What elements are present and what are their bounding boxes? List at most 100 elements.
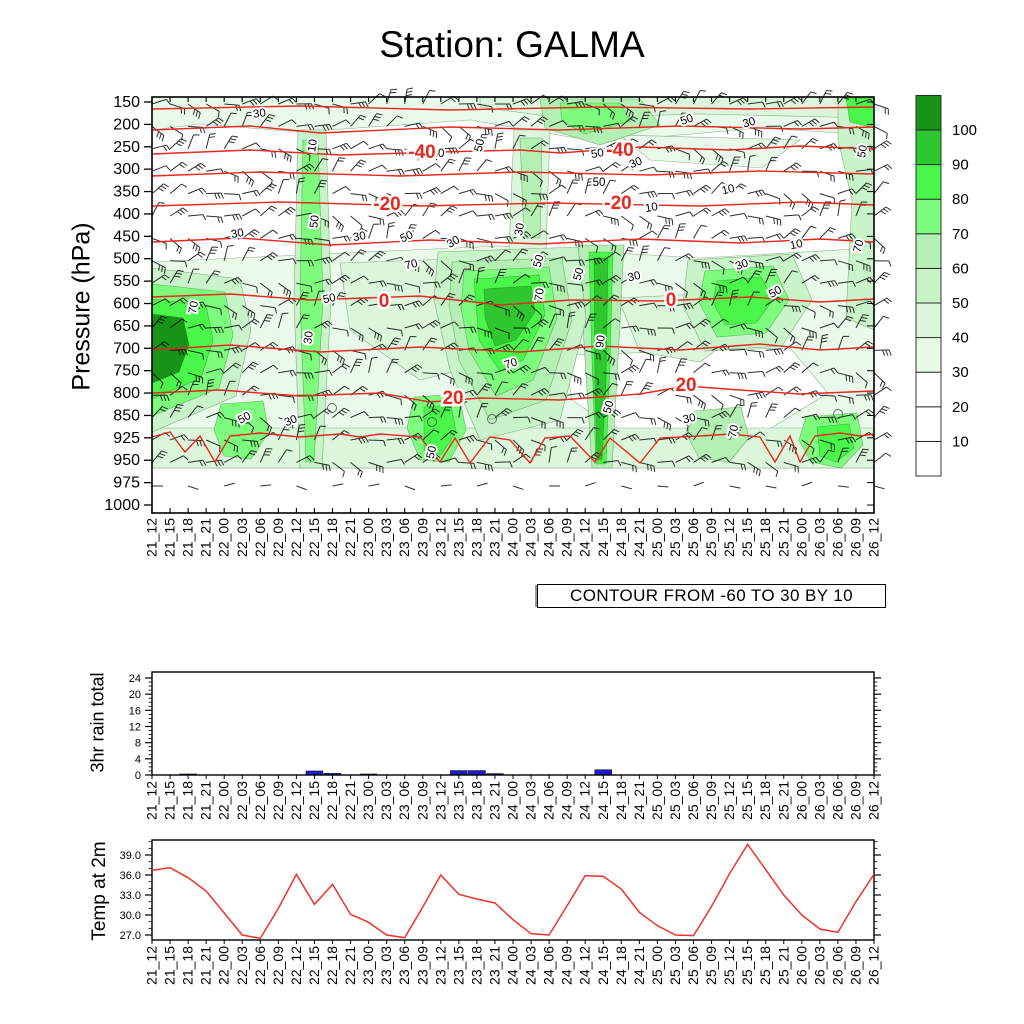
svg-text:22_09: 22_09 [270, 518, 286, 557]
temperature-contours [151, 105, 875, 465]
svg-text:20: 20 [442, 388, 463, 409]
svg-text:24_12: 24_12 [577, 946, 593, 985]
svg-text:20: 20 [952, 399, 969, 416]
svg-text:21_12: 21_12 [144, 781, 160, 820]
svg-text:22_21: 22_21 [342, 518, 358, 557]
svg-text:150: 150 [113, 94, 140, 111]
svg-text:26_12: 26_12 [866, 946, 882, 985]
svg-text:26_06: 26_06 [829, 781, 845, 820]
svg-text:650: 650 [113, 318, 140, 335]
svg-text:22_03: 22_03 [234, 518, 250, 557]
svg-text:975: 975 [113, 475, 140, 492]
svg-text:4: 4 [135, 754, 141, 766]
svg-text:50: 50 [532, 253, 547, 268]
svg-text:25_06: 25_06 [685, 781, 701, 820]
svg-text:24_21: 24_21 [631, 518, 647, 557]
time-axis-labels-rain: 21_12 21_15 21_18 21_21 22_00 22_03 22_06 22_09… [144, 781, 882, 820]
svg-text:50: 50 [572, 266, 587, 281]
svg-text:800: 800 [113, 385, 140, 402]
svg-text:30.0: 30.0 [120, 910, 141, 922]
svg-text:25_06: 25_06 [685, 946, 701, 985]
svg-text:10: 10 [952, 433, 969, 450]
svg-text:50: 50 [593, 177, 606, 189]
svg-text:10: 10 [644, 201, 659, 215]
time-axis-labels-temp: 21_12 21_15 21_18 21_21 22_00 22_03 22_06 22_09… [144, 946, 882, 985]
svg-text:22_09: 22_09 [270, 946, 286, 985]
svg-text:23_00: 23_00 [360, 946, 376, 985]
svg-text:21_15: 21_15 [162, 781, 178, 820]
svg-text:550: 550 [113, 273, 140, 290]
svg-text:26_03: 26_03 [811, 518, 827, 557]
rain-bar [594, 769, 612, 776]
svg-text:24_18: 24_18 [613, 518, 629, 557]
svg-text:25_15: 25_15 [739, 781, 755, 820]
svg-text:24_15: 24_15 [595, 518, 611, 557]
svg-text:25_00: 25_00 [649, 781, 665, 820]
temp-panel: 27.0 30.0 33.0 36.0 39.0 [120, 839, 881, 944]
svg-text:21_15: 21_15 [162, 946, 178, 985]
svg-text:21_12: 21_12 [144, 946, 160, 985]
svg-text:40: 40 [952, 330, 969, 347]
svg-text:25_06: 25_06 [685, 518, 701, 557]
svg-text:23_03: 23_03 [378, 781, 394, 820]
svg-text:22_21: 22_21 [342, 946, 358, 985]
svg-text:350: 350 [113, 184, 140, 201]
svg-text:50: 50 [952, 295, 969, 312]
svg-text:30: 30 [741, 116, 757, 131]
svg-text:0: 0 [135, 770, 141, 782]
svg-text:-40: -40 [606, 140, 633, 161]
svg-text:24_06: 24_06 [541, 781, 557, 820]
svg-text:23_09: 23_09 [414, 518, 430, 557]
svg-text:925: 925 [113, 430, 140, 447]
svg-text:22_00: 22_00 [216, 781, 232, 820]
svg-text:21_15: 21_15 [162, 518, 178, 557]
svg-text:22_21: 22_21 [342, 781, 358, 820]
svg-text:23_21: 23_21 [486, 518, 502, 557]
svg-text:33.0: 33.0 [120, 890, 141, 902]
svg-text:22_15: 22_15 [306, 518, 322, 557]
svg-text:10: 10 [306, 138, 320, 152]
svg-text:20: 20 [675, 375, 696, 396]
svg-text:30: 30 [513, 222, 527, 237]
svg-text:24_00: 24_00 [505, 518, 521, 557]
svg-text:26_00: 26_00 [793, 781, 809, 820]
svg-text:23_03: 23_03 [378, 946, 394, 985]
svg-text:70: 70 [187, 300, 201, 315]
svg-text:24: 24 [129, 673, 141, 685]
svg-text:24_03: 24_03 [523, 518, 539, 557]
svg-text:25_21: 25_21 [775, 781, 791, 820]
svg-text:21_21: 21_21 [198, 518, 214, 557]
svg-text:90: 90 [594, 334, 608, 348]
svg-text:24_12: 24_12 [577, 518, 593, 557]
svg-text:21_18: 21_18 [180, 518, 196, 557]
svg-text:26_03: 26_03 [811, 946, 827, 985]
svg-text:400: 400 [113, 206, 140, 223]
svg-text:23_15: 23_15 [450, 518, 466, 557]
svg-text:22_12: 22_12 [288, 781, 304, 820]
svg-text:25_09: 25_09 [703, 781, 719, 820]
svg-text:22_18: 22_18 [324, 781, 340, 820]
svg-text:24_06: 24_06 [541, 946, 557, 985]
svg-text:0: 0 [666, 290, 677, 311]
svg-text:750: 750 [113, 363, 140, 380]
svg-text:25_18: 25_18 [757, 518, 773, 557]
svg-text:24_09: 24_09 [559, 781, 575, 820]
svg-text:24_03: 24_03 [523, 946, 539, 985]
temp-line [151, 842, 875, 940]
svg-text:1000: 1000 [104, 497, 140, 514]
svg-text:70: 70 [852, 238, 867, 253]
svg-text:26_06: 26_06 [829, 946, 845, 985]
svg-text:23_09: 23_09 [414, 946, 430, 985]
svg-text:24_18: 24_18 [613, 946, 629, 985]
svg-text:21_21: 21_21 [198, 946, 214, 985]
svg-text:39.0: 39.0 [120, 850, 141, 862]
svg-text:250: 250 [113, 139, 140, 156]
svg-text:70: 70 [404, 258, 419, 273]
svg-text:30: 30 [252, 107, 266, 121]
svg-text:10: 10 [721, 183, 736, 198]
svg-text:8: 8 [135, 738, 141, 750]
svg-text:22_18: 22_18 [324, 946, 340, 985]
svg-text:22_12: 22_12 [288, 518, 304, 557]
